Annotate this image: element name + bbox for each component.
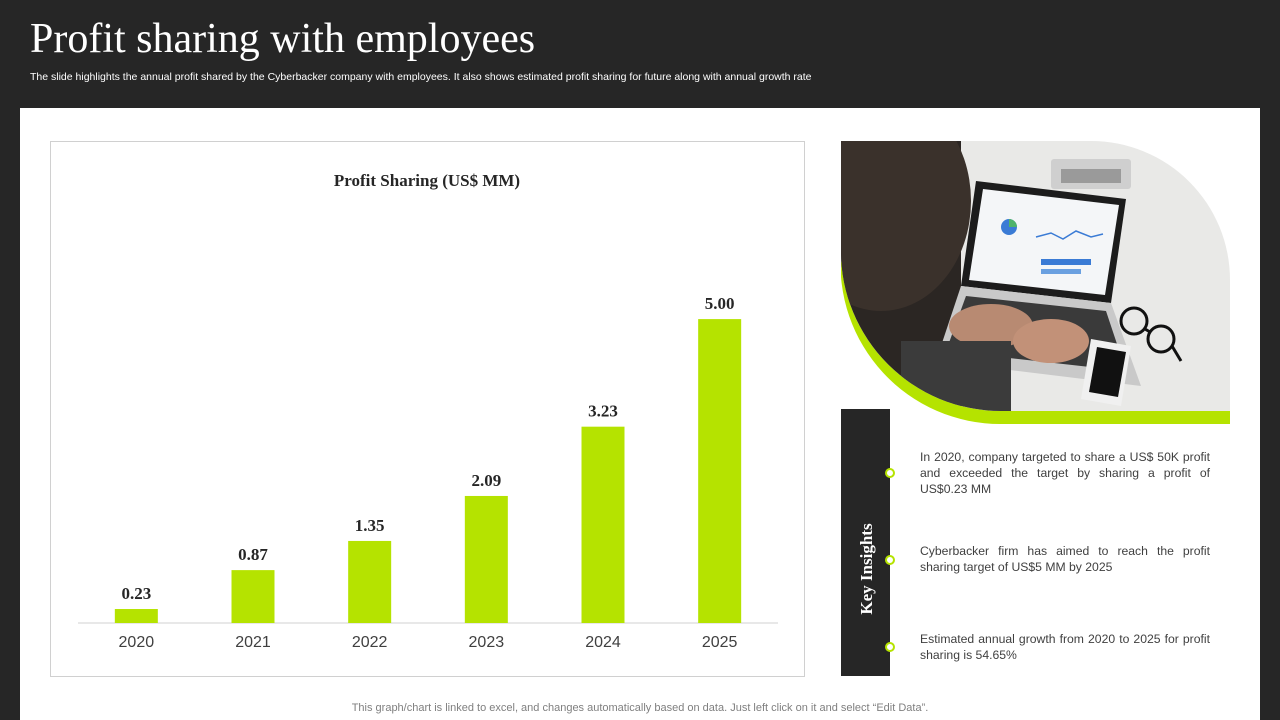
bar-2022[interactable]: [348, 540, 392, 623]
insight-item: Cyberbacker firm has aimed to reach the …: [920, 544, 1210, 574]
bars-group: 0.23 2020 0.87 2021 1.35 2022 2.09 2023 3.23 2024…: [114, 294, 742, 651]
data-label: 3.23: [588, 402, 618, 421]
bar-2024[interactable]: [581, 426, 625, 623]
chart-title: Profit Sharing (US$ MM): [334, 171, 520, 190]
data-label: 5.00: [705, 294, 735, 313]
bar-2020[interactable]: [114, 609, 158, 623]
page-title: Profit sharing with employees: [30, 16, 536, 62]
bullet-icon: [885, 642, 895, 652]
bullet-icon: [885, 555, 895, 565]
x-tick-label: 2021: [235, 634, 271, 651]
data-label: 2.09: [471, 471, 501, 490]
laptop-photo-icon: [840, 141, 1230, 425]
insight-item: Estimated annual growth from 2020 to 202…: [920, 632, 1210, 662]
footer-note: This graph/chart is linked to excel, and…: [351, 702, 929, 714]
x-tick-label: 2022: [352, 634, 388, 651]
x-tick-label: 2025: [702, 634, 738, 651]
data-label: 0.87: [238, 545, 268, 564]
key-insights-heading: Key Insights: [857, 523, 876, 615]
chart-svg: Profit Sharing (US$ MM) 0.23 2020 0.87 2021…: [78, 171, 778, 651]
key-insights-strip: [841, 409, 890, 676]
laptop-photo: [840, 141, 1230, 425]
bar-2021[interactable]: [231, 570, 275, 623]
bar-chart[interactable]: Profit Sharing (US$ MM) 0.23 2020 0.87 2021…: [50, 141, 805, 677]
insights-column: Key Insights In 2020, company targeted t…: [840, 141, 1230, 676]
x-tick-label: 2023: [469, 634, 505, 651]
x-tick-label: 2020: [119, 634, 155, 651]
insight-item: In 2020, company targeted to share a US$…: [920, 450, 1210, 496]
bar-2025[interactable]: [698, 319, 742, 623]
page-subtitle: The slide highlights the annual profit s…: [30, 71, 812, 83]
x-tick-label: 2024: [585, 634, 621, 651]
data-label: 0.23: [121, 584, 151, 603]
data-label: 1.35: [355, 516, 385, 535]
bar-2023[interactable]: [464, 495, 508, 623]
content-panel: Profit Sharing (US$ MM) 0.23 2020 0.87 2021…: [20, 108, 1260, 720]
bullet-icon: [885, 468, 895, 478]
